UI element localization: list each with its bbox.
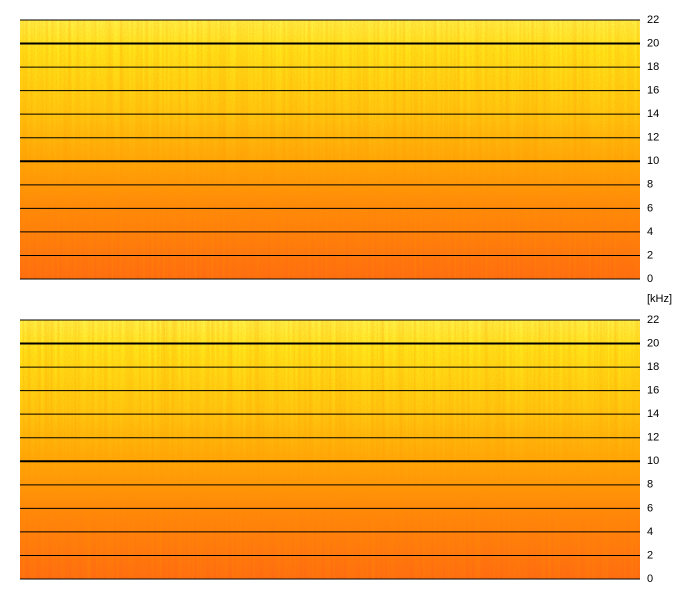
y-tick-label: 4 [647,226,653,238]
y-tick-label: 22 [647,314,659,326]
y-tick-label: 6 [647,502,653,514]
y-tick-label: 0 [647,573,653,585]
y-tick-label: 12 [647,432,659,444]
spectrogram-grain [20,320,640,579]
y-tick-label: 12 [647,132,659,144]
y-tick-label: 2 [647,249,653,261]
y-tick-label: 18 [647,61,659,73]
y-tick-label: 4 [647,526,653,538]
y-tick-label: 14 [647,108,659,120]
y-tick-label: 8 [647,179,653,191]
y-tick-label: 16 [647,85,659,97]
y-tick-label: 14 [647,408,659,420]
y-tick-label: 20 [647,337,659,349]
y-tick-label: 8 [647,479,653,491]
y-tick-label: 10 [647,155,659,167]
y-tick-label: 0 [647,273,653,285]
y-axis-label: [kHz] [647,293,672,305]
y-tick-label: 6 [647,202,653,214]
y-tick-label: 10 [647,455,659,467]
spectrogram-grain [20,20,640,279]
y-tick-label: 20 [647,37,659,49]
y-tick-label: 2 [647,549,653,561]
y-tick-label: 16 [647,385,659,397]
y-tick-label: 22 [647,14,659,26]
y-tick-label: 18 [647,361,659,373]
